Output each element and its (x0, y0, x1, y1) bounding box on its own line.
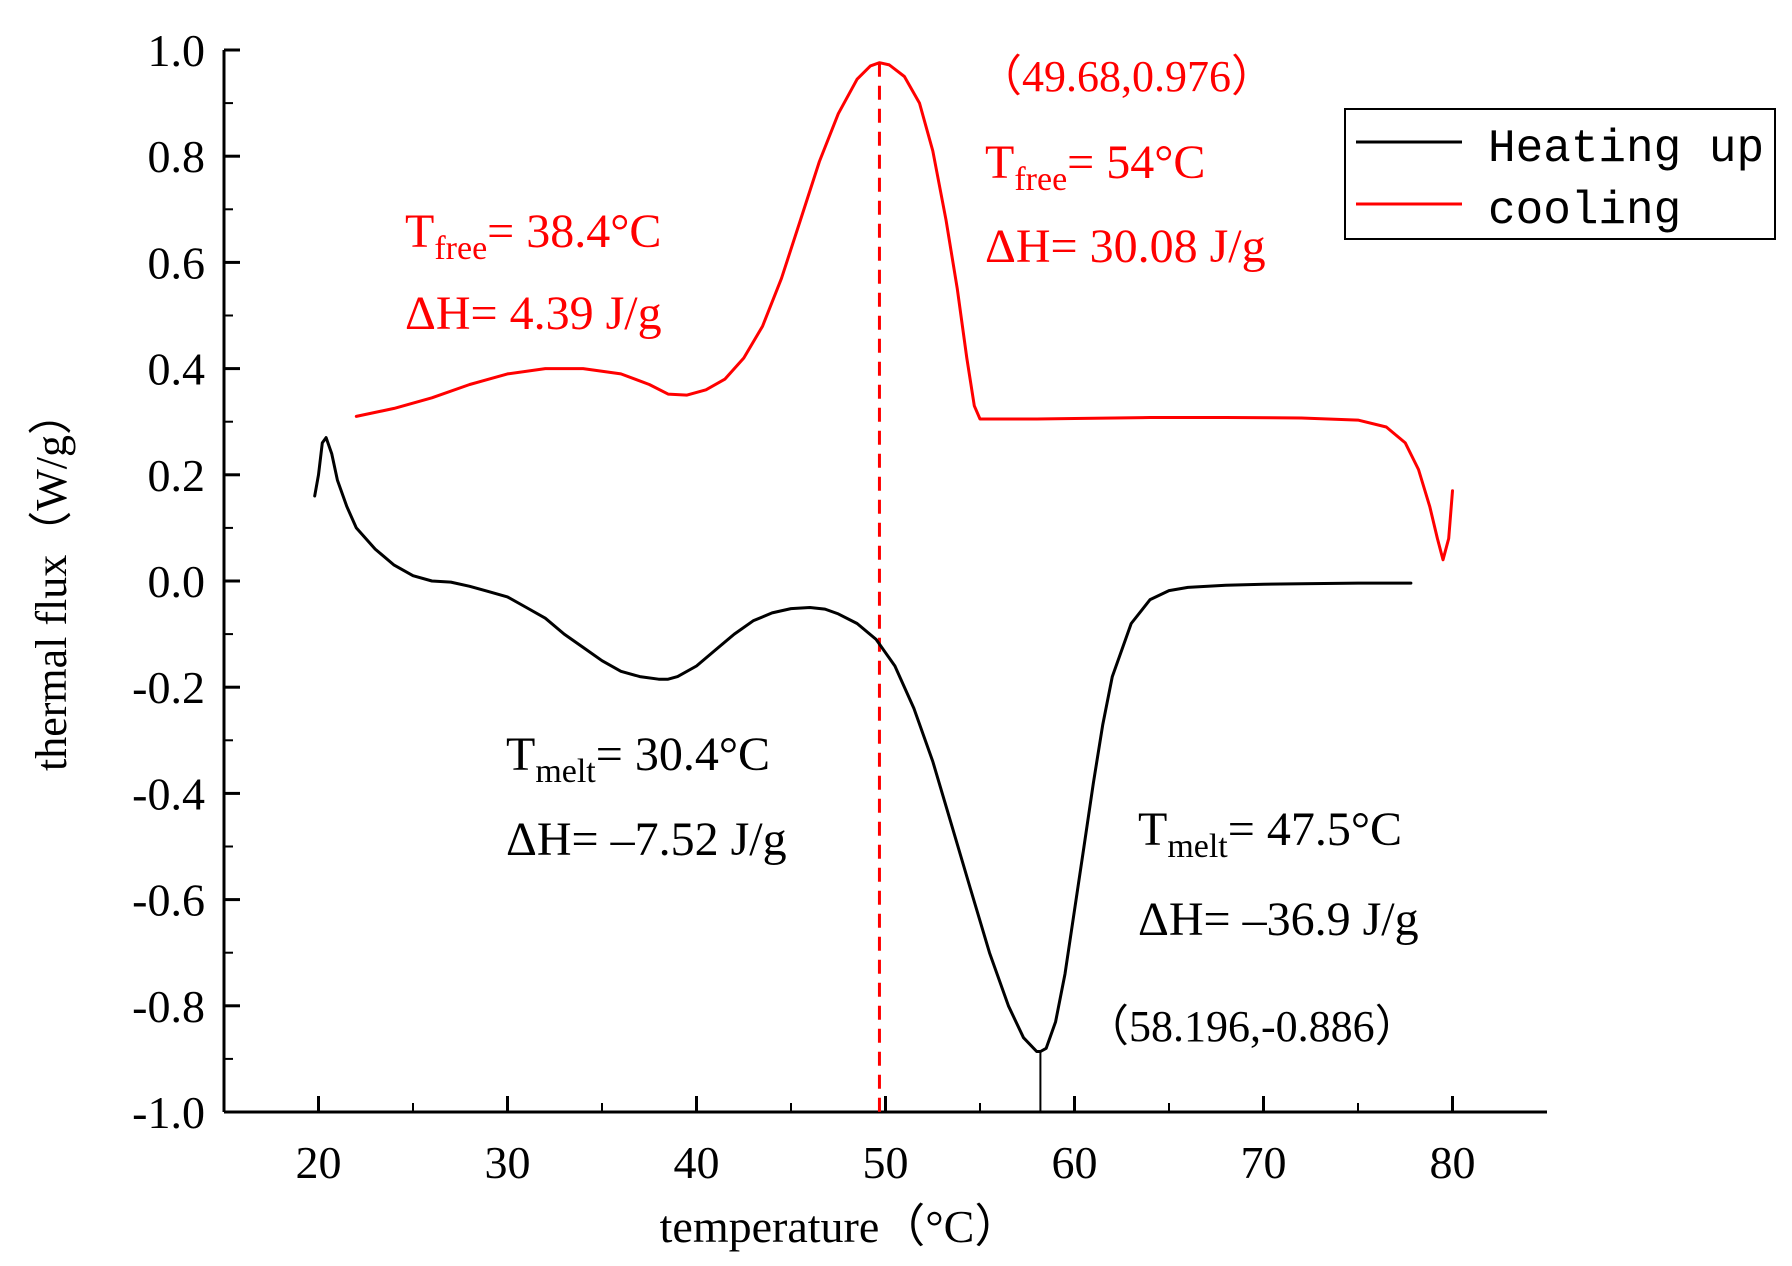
series-layer (313, 61, 1454, 1053)
y-tick-label: -0.2 (132, 662, 205, 713)
x-tick-label: 30 (485, 1137, 531, 1188)
legend-label-heating: Heating up (1488, 123, 1764, 175)
y-tick-label: 0.6 (148, 237, 206, 288)
y-tick-label: 0.0 (148, 556, 206, 607)
y-tick-label: 0.4 (148, 344, 206, 395)
melt-low-temperature: Tmelt= 30.4°C (506, 728, 770, 790)
x-tick-label: 50 (863, 1137, 909, 1188)
free-high-enthalpy: ΔH= 30.08 J/g (985, 220, 1266, 273)
x-tick-label: 70 (1241, 1137, 1287, 1188)
y-tick-label: -1.0 (132, 1087, 205, 1138)
y-tick-label: 0.2 (148, 450, 206, 501)
x-tick-label: 20 (296, 1137, 342, 1188)
series-heating-up-line (313, 436, 1413, 1053)
annotations: （49.68,0.976） Tfree= 54°C ΔH= 30.08 J/g … (405, 52, 1419, 1051)
free-high-temperature: Tfree= 54°C (985, 136, 1205, 198)
free-low-temperature: Tfree= 38.4°C (405, 205, 661, 267)
y-tick-label: -0.4 (132, 768, 205, 819)
legend: Heating up cooling (1344, 108, 1776, 240)
peak-heating-annotation: （58.196,-0.886） (1085, 1002, 1419, 1051)
y-axis-label: thermal flux（W/g） (27, 391, 76, 771)
legend-box (1344, 108, 1776, 240)
x-tick-label: 80 (1430, 1137, 1476, 1188)
x-axis-label: temperature（°C） (660, 1201, 1021, 1252)
x-tick-label: 60 (1052, 1137, 1098, 1188)
x-ticks: 20 30 40 50 60 70 80 (223, 1096, 1476, 1188)
y-tick-label: -0.6 (132, 875, 205, 926)
melt-high-enthalpy: ΔH= –36.9 J/g (1138, 893, 1419, 946)
y-tick-label: 0.8 (148, 131, 206, 182)
series-cooling-line (354, 61, 1454, 562)
x-tick-label: 40 (674, 1137, 720, 1188)
melt-high-temperature: Tmelt= 47.5°C (1138, 803, 1402, 865)
free-low-enthalpy: ΔH= 4.39 J/g (405, 287, 662, 340)
legend-label-cooling: cooling (1488, 185, 1681, 237)
y-tick-label: 1.0 (148, 25, 206, 76)
melt-low-enthalpy: ΔH= –7.52 J/g (506, 813, 787, 866)
y-ticks: 1.0 0.8 0.6 0.4 0.2 0.0 -0.2 -0.4 -0.6 -0.8 -1.0 (132, 25, 240, 1138)
y-tick-label: -0.8 (132, 981, 205, 1032)
vertical-markers (877, 62, 1042, 1112)
peak-cooling-annotation: （49.68,0.976） (978, 52, 1275, 101)
